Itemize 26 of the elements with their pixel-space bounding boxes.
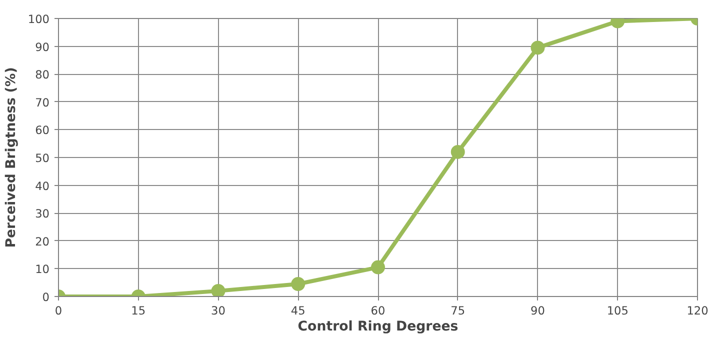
x-tick-label: 0 [54, 304, 62, 318]
y-tick-label: 60 [35, 123, 50, 138]
y-tick-label: 10 [35, 262, 50, 276]
y-tick-label: 70 [35, 95, 50, 110]
y-tick-label: 100 [28, 12, 50, 26]
x-tick-label: 60 [370, 304, 386, 318]
x-tick-label: 105 [606, 304, 628, 318]
y-tick-label: 40 [35, 178, 50, 193]
x-tick-label: 45 [290, 304, 306, 318]
y-tick-label: 90 [35, 40, 50, 54]
y-tick-label: 20 [35, 234, 50, 248]
y-axis-title: Perceived Brigtness (%) [4, 67, 19, 248]
x-axis-title: Control Ring Degrees [298, 320, 458, 334]
x-tick-label: 15 [131, 304, 146, 318]
point [291, 277, 306, 291]
point [450, 144, 465, 159]
x-tick-label: 120 [686, 304, 708, 318]
x-tick-label: 90 [530, 304, 545, 318]
point [371, 260, 385, 274]
y-tick-label: 80 [35, 68, 50, 82]
y-tick-label: 0 [42, 290, 50, 304]
y-tick-label: 30 [35, 206, 50, 221]
x-tick-label: 30 [211, 304, 226, 318]
x-tick-label: 75 [450, 304, 466, 318]
point [211, 284, 226, 296]
y-tick-label: 50 [35, 151, 50, 165]
